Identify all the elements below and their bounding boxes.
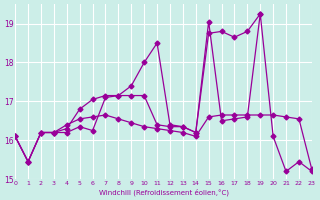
X-axis label: Windchill (Refroidissement éolien,°C): Windchill (Refroidissement éolien,°C) <box>99 188 228 196</box>
